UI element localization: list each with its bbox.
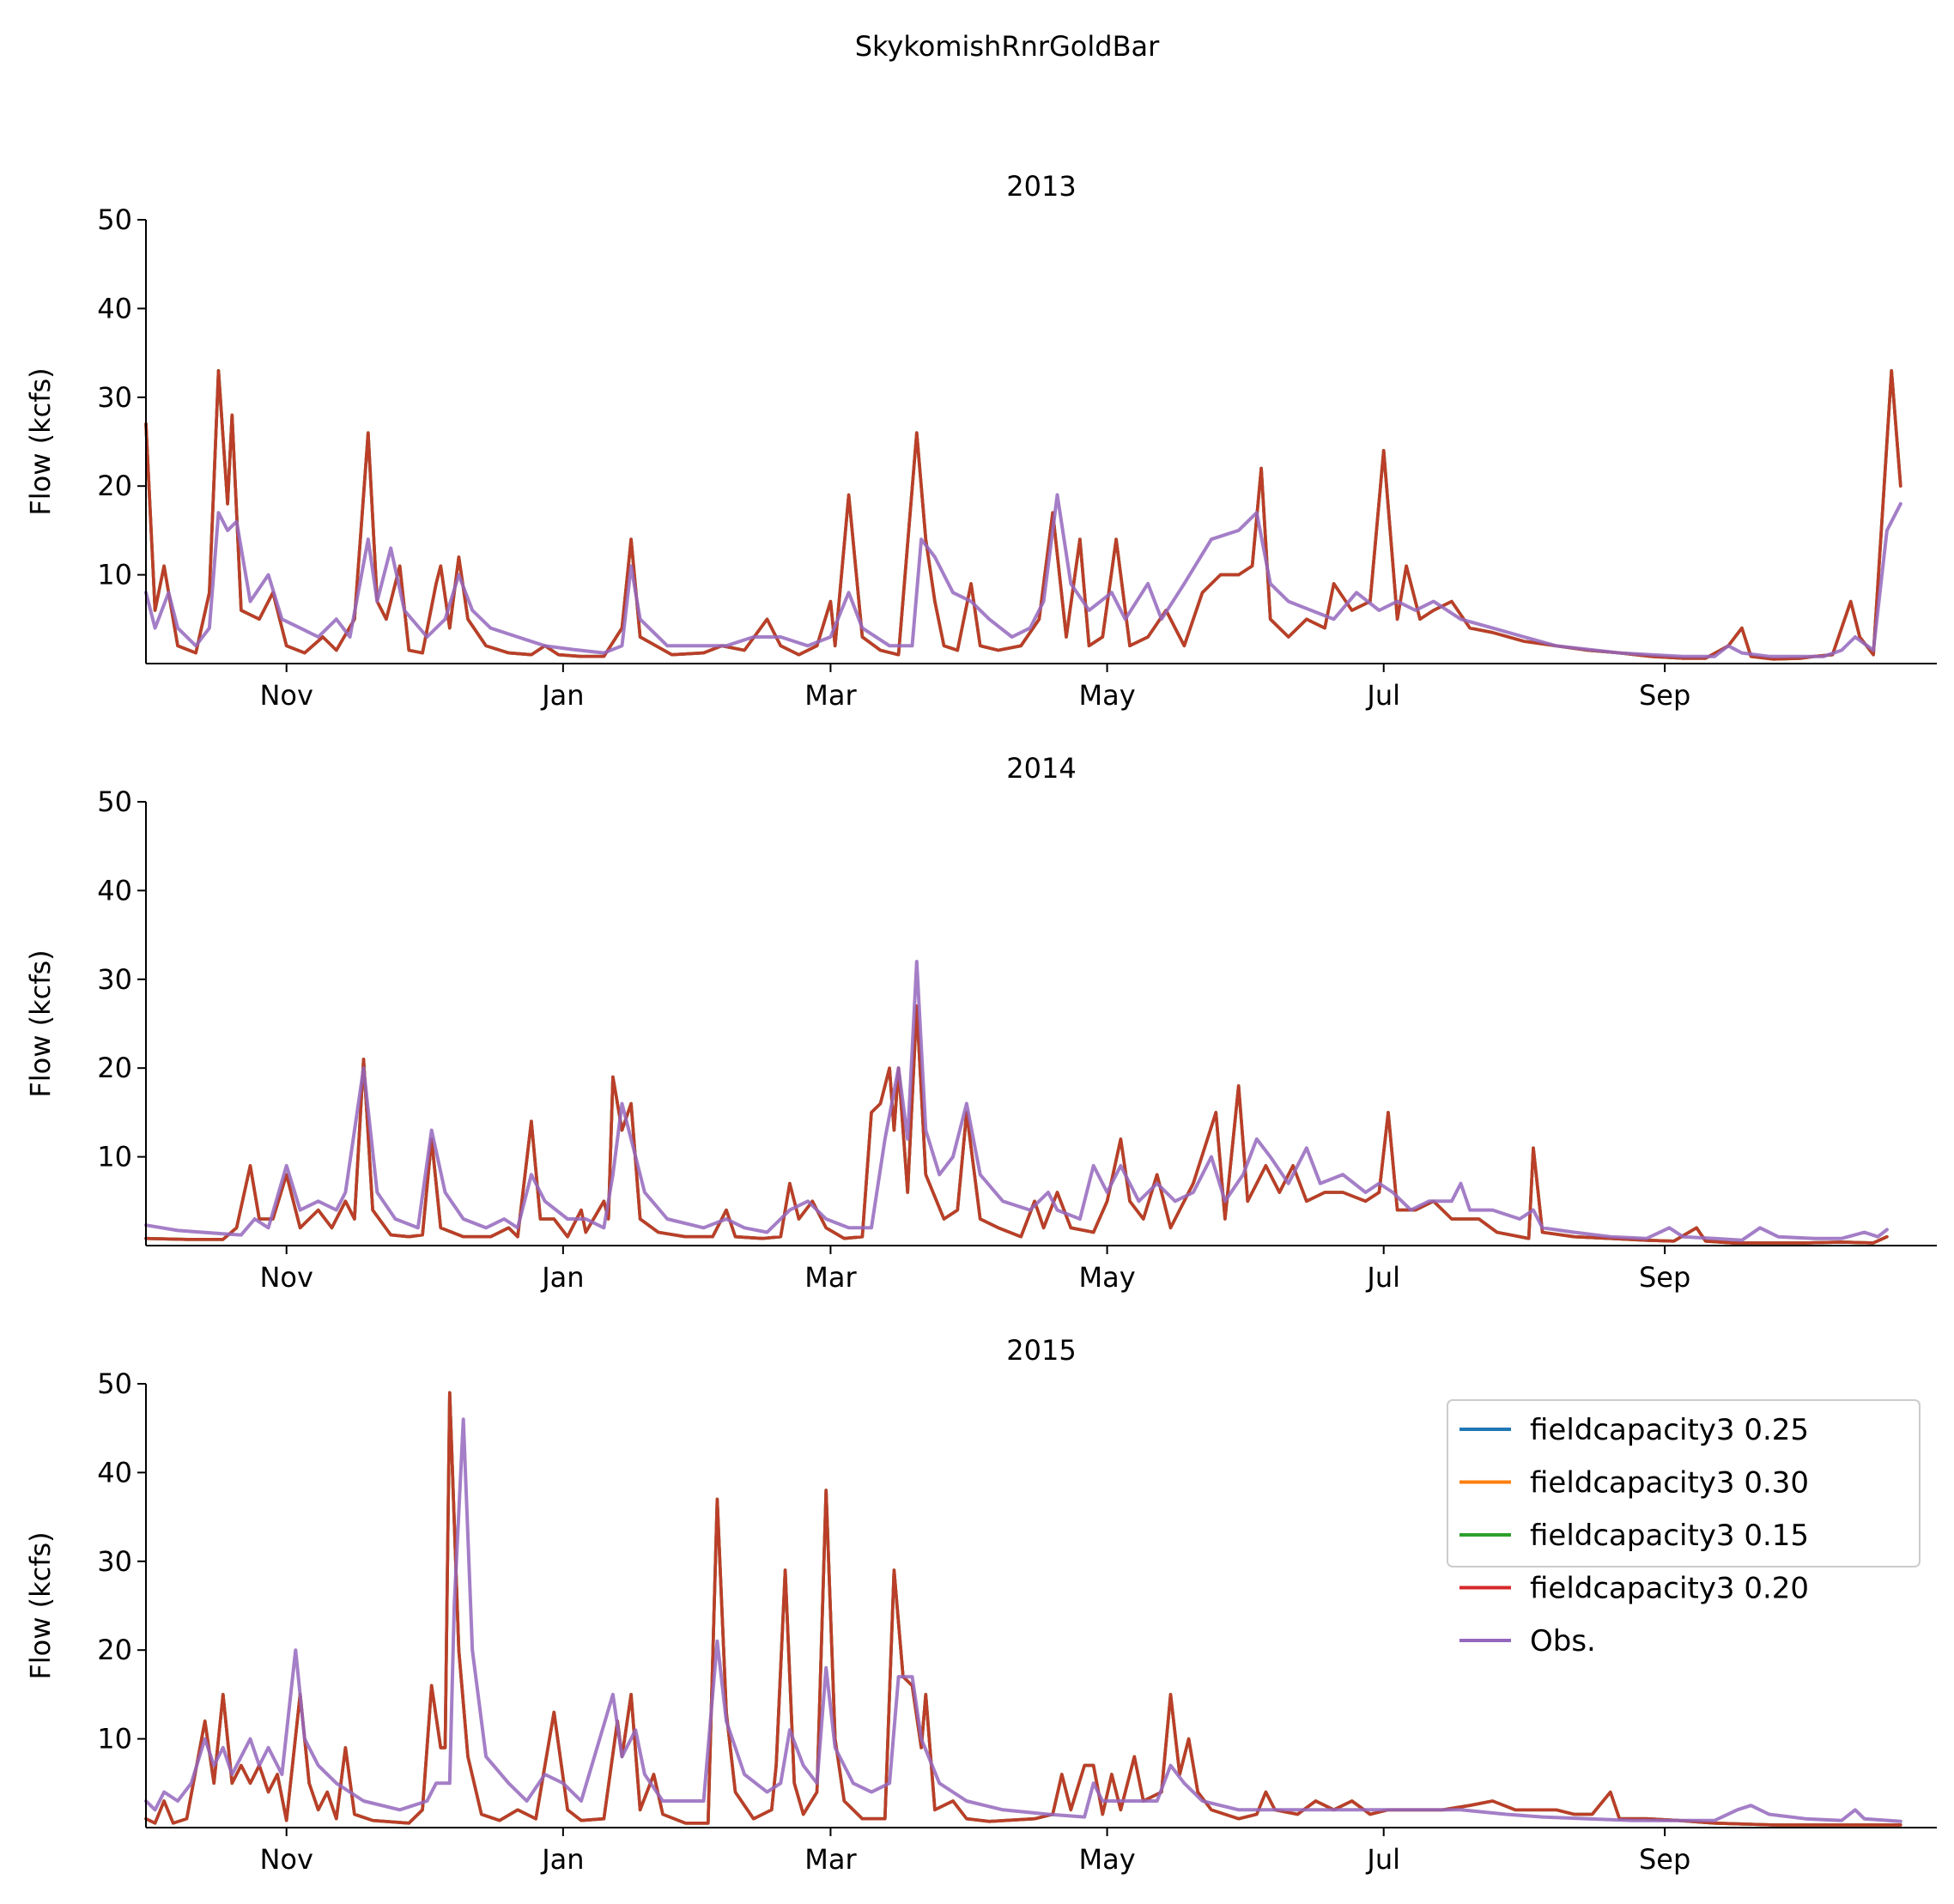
- x-tick-label: May: [1078, 1261, 1135, 1294]
- x-tick-label: Jan: [540, 1843, 584, 1876]
- subplot-title: 2015: [1006, 1334, 1076, 1367]
- series-line-fieldcapacity3-0-20: [144, 368, 1902, 661]
- y-tick-label: 20: [97, 1634, 132, 1666]
- series-line-obs-: [144, 493, 1902, 658]
- y-tick-label: 20: [97, 470, 132, 502]
- x-tick-label: Jul: [1365, 1843, 1400, 1876]
- y-tick-label: 40: [97, 292, 132, 324]
- x-tick-label: May: [1078, 679, 1135, 712]
- y-tick-label: 30: [97, 381, 132, 414]
- x-tick-label: Jan: [540, 1261, 584, 1294]
- y-tick-label: 10: [97, 1723, 132, 1755]
- legend-label: fieldcapacity3 0.25: [1530, 1413, 1809, 1447]
- series-line-fieldcapacity3-0-20: [144, 1391, 1902, 1827]
- subplot-title: 2014: [1006, 752, 1076, 785]
- x-tick-label: Nov: [259, 679, 313, 712]
- subplot-title: 2013: [1006, 170, 1076, 203]
- legend: fieldcapacity3 0.25 fieldcapacity3 0.30 fi…: [1447, 1399, 1921, 1658]
- legend-label: fieldcapacity3 0.15: [1530, 1519, 1809, 1553]
- legend-label: fieldcapacity3 0.20: [1530, 1572, 1809, 1606]
- subplot-2014: 2014 Flow (kcfs) 10 20 30 40 50 Nov Jan Mar May Jul…: [24, 752, 1937, 1294]
- y-tick-label: 50: [97, 785, 132, 818]
- y-axis-label: Flow (kcfs): [24, 949, 57, 1097]
- series-line-obs-: [144, 960, 1889, 1242]
- x-tick-label: Sep: [1639, 679, 1690, 712]
- subplot-2015: 2015 Flow (kcfs) 10 20 30 40 50 Nov Jan Mar May Jul…: [24, 1334, 1937, 1876]
- y-axis-label: Flow (kcfs): [24, 1531, 57, 1679]
- y-tick-label: 50: [97, 203, 132, 236]
- y-tick-label: 30: [97, 963, 132, 996]
- legend-label: fieldcapacity3 0.30: [1530, 1466, 1809, 1501]
- x-tick-label: Nov: [259, 1261, 313, 1294]
- legend-label: Obs.: [1530, 1624, 1596, 1658]
- y-axis-label: Flow (kcfs): [24, 367, 57, 515]
- y-tick-label: 40: [97, 874, 132, 907]
- y-tick-label: 30: [97, 1545, 132, 1578]
- x-tick-label: Mar: [804, 1261, 857, 1294]
- series-line-obs-: [144, 1417, 1902, 1823]
- figure-suptitle: SkykomishRnrGoldBar: [855, 30, 1160, 63]
- y-tick-label: 10: [97, 559, 132, 591]
- y-tick-label: 20: [97, 1052, 132, 1084]
- x-tick-label: Jul: [1365, 679, 1400, 712]
- y-tick-label: 10: [97, 1141, 132, 1173]
- x-tick-label: Mar: [804, 679, 857, 712]
- x-tick-label: Jan: [540, 679, 584, 712]
- subplot-2013: 2013 Flow (kcfs) 10 20 30 40 50 Nov Jan Mar May Jul…: [24, 170, 1937, 712]
- x-tick-label: Mar: [804, 1843, 857, 1876]
- x-tick-label: Sep: [1639, 1843, 1690, 1876]
- subplots: 2013 Flow (kcfs) 10 20 30 40 50 Nov Jan Mar May Jul…: [24, 170, 1937, 1876]
- y-tick-label: 50: [97, 1367, 132, 1400]
- x-tick-label: Nov: [259, 1843, 313, 1876]
- y-tick-label: 40: [97, 1456, 132, 1489]
- x-tick-label: May: [1078, 1843, 1135, 1876]
- legend-box: [1447, 1399, 1921, 1567]
- x-tick-label: Sep: [1639, 1261, 1690, 1294]
- x-tick-label: Jul: [1365, 1261, 1400, 1294]
